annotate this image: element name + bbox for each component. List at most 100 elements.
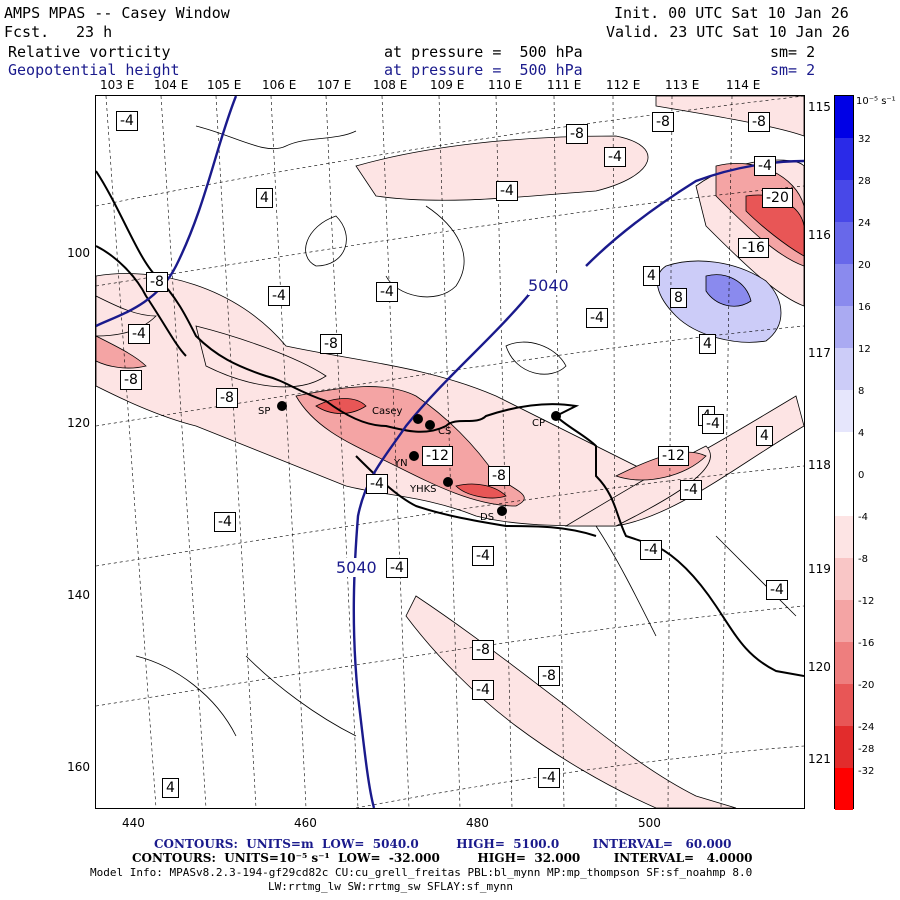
contour-label: -20 [762, 188, 793, 208]
station-label: SP [258, 406, 271, 417]
contour-label: -4 [472, 546, 494, 566]
edge-label: 121 E [808, 752, 843, 766]
init-time: Init. 00 UTC Sat 10 Jan 26 [614, 4, 849, 22]
lon-label: 106 E [262, 78, 297, 92]
contour-label: -8 [320, 334, 342, 354]
lon-label: 107 E [317, 78, 352, 92]
colorbar-swatch [835, 180, 853, 222]
y-tick: 120 [67, 416, 90, 430]
colorbar-label: -24 [858, 722, 875, 733]
contour-label: -16 [738, 238, 769, 258]
contour-label: -4 [128, 324, 150, 344]
contour-label: 4 [643, 266, 660, 286]
colorbar-swatch [835, 558, 853, 600]
lon-label: 112 E [606, 78, 641, 92]
colorbar-swatch [835, 516, 853, 558]
lon-label: 111 E [547, 78, 582, 92]
colorbar-label: 28 [858, 176, 871, 187]
vorticity-contours [135, 125, 797, 737]
field1-smoothing: sm= 2 [770, 43, 816, 61]
edge-label: 119 E [808, 562, 843, 576]
colorbar-label: -28 [858, 744, 875, 755]
contour-label: -4 [640, 540, 662, 560]
station-label: CS [438, 426, 452, 437]
colorbar-swatch [835, 768, 853, 810]
edge-label: 118 E [808, 458, 843, 472]
colorbar-label: 8 [858, 386, 865, 397]
map-plot: -4 4 4 4 -4 -8 -8 -8 -4 -4 -20 -16 -8 -4… [95, 95, 805, 809]
y-tick: 140 [67, 588, 90, 602]
contour-label: -4 [366, 474, 388, 494]
edge-label: 116 E [808, 228, 843, 242]
forecast-label: Fcst. [4, 23, 50, 41]
y-tick: 100 [67, 246, 90, 260]
station-label: CP [532, 418, 546, 429]
contour-label: -8 [652, 112, 674, 132]
colorbar-label: -20 [858, 680, 875, 691]
model-info-line2: LW:rrtmg_lw SW:rrtmg_sw SFLAY:sf_mynn [268, 880, 514, 893]
contour-label: -12 [422, 446, 453, 466]
colorbar [834, 95, 854, 810]
forecast-hour: 23 h [76, 23, 113, 41]
colorbar-swatch [835, 138, 853, 180]
contour-label: -8 [472, 640, 494, 660]
contour-label: -4 [754, 156, 776, 176]
colorbar-swatch [835, 96, 853, 138]
contour-label: 8 [670, 288, 687, 308]
colorbar-label: -16 [858, 638, 875, 649]
contour-label: -4 [680, 480, 702, 500]
field1-level: at pressure = 500 hPa [384, 43, 583, 61]
contour-label: -4 [538, 768, 560, 788]
colorbar-label: 4 [858, 428, 865, 439]
edge-label: 117 E [808, 346, 843, 360]
colorbar-label: 12 [858, 344, 871, 355]
field1-name: Relative vorticity [8, 43, 171, 61]
stations [277, 401, 561, 516]
lon-label: 103 E [100, 78, 135, 92]
colorbar-swatch [835, 726, 853, 768]
lon-label: 110 E [488, 78, 523, 92]
x-tick: 480 [466, 816, 489, 830]
colorbar-swatch [835, 600, 853, 642]
colorbar-label: 32 [858, 134, 871, 145]
contour-label: -4 [604, 147, 626, 167]
contour-label: 4 [699, 334, 716, 354]
edge-label: 120 E [808, 660, 843, 674]
contour-label: -4 [702, 414, 724, 434]
x-tick: 460 [294, 816, 317, 830]
lon-label: 104 E [154, 78, 189, 92]
height-contour-label: 5040 [336, 558, 377, 577]
contour-label: -8 [488, 466, 510, 486]
x-tick: 440 [122, 816, 145, 830]
edge-label: 115 E [808, 100, 843, 114]
lon-label: 113 E [665, 78, 700, 92]
height-contour-info: CONTOURS: UNITS=m LOW= 5040.0 HIGH= 5100… [154, 837, 732, 851]
contour-label: -12 [658, 446, 689, 466]
contour-label: -4 [472, 680, 494, 700]
lon-label: 108 E [373, 78, 408, 92]
contour-label: 4 [162, 778, 179, 798]
contour-label: -8 [748, 112, 770, 132]
contour-label: -4 [268, 286, 290, 306]
colorbar-swatch [835, 264, 853, 306]
contour-label: -8 [538, 666, 560, 686]
colorbar-swatch [835, 642, 853, 684]
y-tick: 160 [67, 760, 90, 774]
contour-label: -4 [116, 111, 138, 131]
contour-label: -4 [586, 308, 608, 328]
vorticity-contour-info: CONTOURS: UNITS=10⁻⁵ s⁻¹ LOW= -32.000 HI… [132, 851, 753, 865]
contour-label: -8 [146, 272, 168, 292]
station-label: YHKS [410, 484, 437, 495]
colorbar-swatch [835, 348, 853, 390]
field2-level: at pressure = 500 hPa [384, 61, 583, 79]
contour-label: -8 [216, 388, 238, 408]
lon-label: 109 E [430, 78, 465, 92]
station-label: Casey [372, 406, 403, 417]
contour-label: -8 [120, 370, 142, 390]
colorbar-swatch [835, 306, 853, 348]
contour-label: -4 [214, 512, 236, 532]
colorbar-label: -12 [858, 596, 875, 607]
colorbar-label: 0 [858, 470, 865, 481]
station-label: YN [394, 458, 408, 469]
contour-label: -4 [376, 282, 398, 302]
